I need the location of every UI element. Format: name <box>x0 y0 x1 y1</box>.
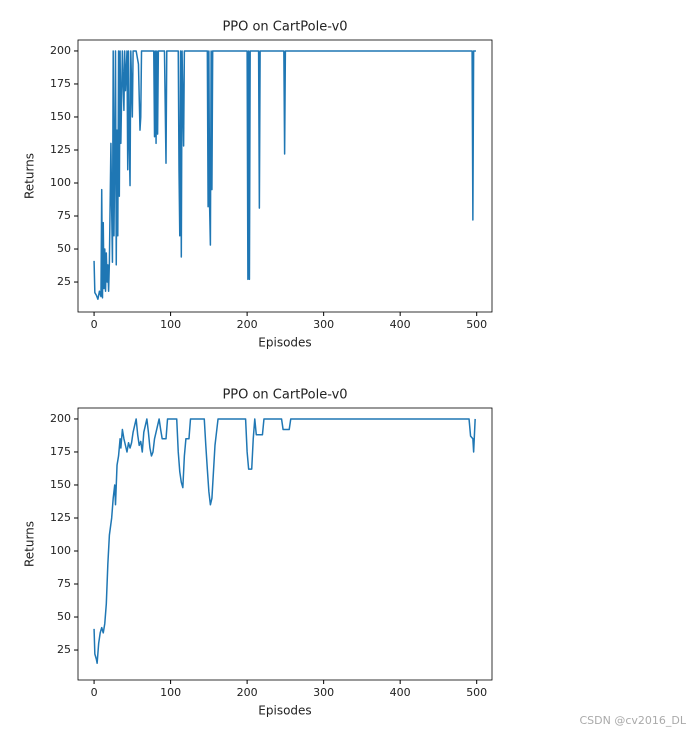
y-tick-label: 175 <box>50 77 71 90</box>
x-axis-label: Episodes <box>258 336 311 350</box>
y-tick-label: 100 <box>50 176 71 189</box>
y-tick-label: 50 <box>57 242 71 255</box>
chart-title: PPO on CartPole-v0 <box>222 20 347 35</box>
x-tick-label: 300 <box>313 686 334 699</box>
x-tick-label: 100 <box>160 318 181 331</box>
x-tick-label: 200 <box>237 318 258 331</box>
y-axis-label: Returns <box>23 153 37 199</box>
y-tick-label: 150 <box>50 110 71 123</box>
y-tick-label: 50 <box>57 610 71 623</box>
y-tick-label: 150 <box>50 478 71 491</box>
y-tick-label: 25 <box>57 643 71 656</box>
x-tick-label: 100 <box>160 686 181 699</box>
y-axis-label: Returns <box>23 521 37 567</box>
y-tick-label: 175 <box>50 445 71 458</box>
y-tick-label: 125 <box>50 511 71 524</box>
x-tick-label: 0 <box>91 318 98 331</box>
y-tick-label: 100 <box>50 544 71 557</box>
line-series <box>93 418 476 664</box>
x-tick-label: 0 <box>91 686 98 699</box>
axes-frame <box>77 407 493 681</box>
y-tick-label: 75 <box>57 209 71 222</box>
x-tick-label: 200 <box>237 686 258 699</box>
x-tick-label: 300 <box>313 318 334 331</box>
y-tick-label: 125 <box>50 143 71 156</box>
x-axis-label: Episodes <box>258 704 311 718</box>
y-tick-label: 25 <box>57 275 71 288</box>
watermark: CSDN @cv2016_DL <box>579 714 686 727</box>
line-series <box>93 50 476 300</box>
chart-title: PPO on CartPole-v0 <box>222 388 347 403</box>
x-tick-label: 500 <box>466 686 487 699</box>
x-tick-label: 500 <box>466 318 487 331</box>
y-tick-label: 75 <box>57 577 71 590</box>
y-tick-label: 200 <box>50 44 71 57</box>
axes-frame <box>77 39 493 313</box>
x-tick-label: 400 <box>390 686 411 699</box>
y-tick-label: 200 <box>50 412 71 425</box>
x-tick-label: 400 <box>390 318 411 331</box>
